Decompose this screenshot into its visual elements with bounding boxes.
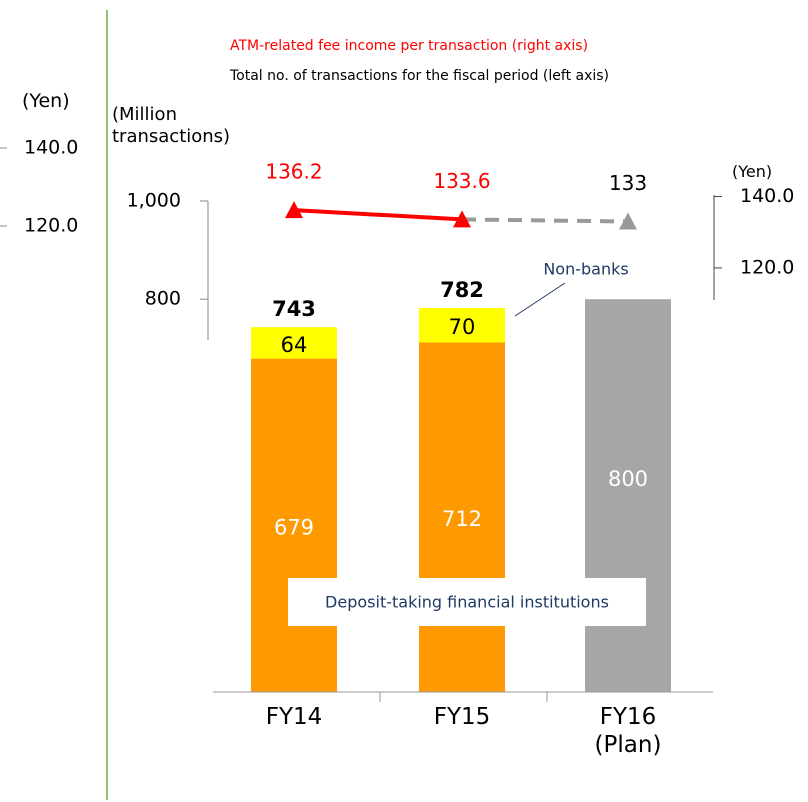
x-tick-label: FY14	[265, 704, 323, 730]
name-box	[288, 578, 646, 626]
line-marker	[453, 210, 471, 228]
bar-label: 679	[274, 515, 314, 539]
y-tick-label: 800	[145, 288, 181, 310]
x-tick-label: FY15	[433, 704, 491, 730]
x-tick-label: FY16 (Plan)	[594, 704, 662, 758]
bar-segment	[251, 327, 337, 359]
line-marker	[285, 201, 303, 219]
y2-tick-label: 120.0	[740, 256, 794, 278]
bar-label: 64	[281, 333, 308, 357]
line-segment	[461, 217, 629, 224]
y-axis-label: (Million transactions)	[112, 104, 231, 147]
total-label: 782	[440, 278, 484, 302]
series-name: Deposit-taking financial institutions	[325, 593, 609, 612]
bar-segment	[419, 342, 505, 692]
line-label: 133.6	[433, 169, 490, 193]
leader	[514, 282, 566, 317]
y2-tick-label: 140.0	[740, 185, 794, 207]
fragment-tick-label: 140.0	[24, 137, 78, 159]
series-name: Non-banks	[543, 260, 628, 279]
fragment-label: (Yen)	[22, 90, 70, 112]
line-marker	[619, 212, 637, 230]
bar-label: 800	[608, 467, 648, 491]
total-label: 743	[272, 297, 316, 321]
bar-label: 712	[442, 507, 482, 531]
legend-line: ATM-related fee income per transaction (…	[230, 38, 589, 54]
bar-segment	[585, 299, 671, 692]
bar-segment	[419, 308, 505, 343]
fragment-tick-label: 120.0	[24, 215, 78, 237]
line-label: 136.2	[265, 160, 322, 184]
line-segment	[293, 208, 463, 222]
y-tick-label: 1,000	[127, 190, 181, 212]
legend-bars: Total no. of transactions for the fiscal…	[230, 68, 610, 84]
bar-segment	[251, 358, 337, 692]
y2-axis-label: (Yen)	[732, 162, 773, 181]
bar-label: 70	[449, 315, 476, 339]
line-label: 133	[609, 171, 647, 195]
